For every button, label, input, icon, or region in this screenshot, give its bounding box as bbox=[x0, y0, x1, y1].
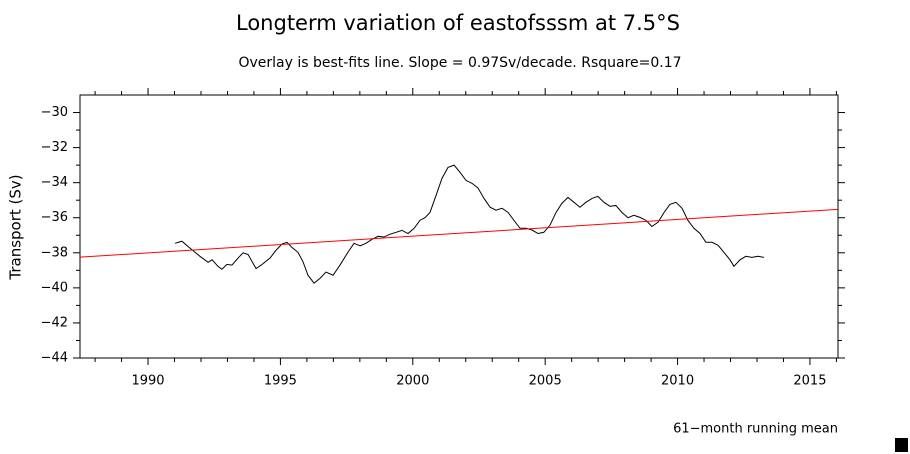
x-tick-label: 2005 bbox=[529, 374, 562, 389]
y-tick-label: −38 bbox=[41, 245, 68, 260]
x-tick-label: 2000 bbox=[396, 374, 429, 389]
y-tick-label: −44 bbox=[41, 351, 68, 366]
note: 61−month running mean bbox=[673, 422, 838, 437]
chart-title: Longterm variation of eastofsssm at 7.5°… bbox=[236, 11, 680, 35]
y-tick-label: −36 bbox=[41, 210, 68, 225]
corner-square bbox=[895, 438, 908, 452]
data-line bbox=[174, 164, 764, 284]
x-tick-label: 2010 bbox=[661, 374, 694, 389]
y-tick-label: −42 bbox=[41, 315, 68, 330]
y-tick-label: −40 bbox=[41, 280, 68, 295]
y-tick-label: −34 bbox=[41, 175, 68, 190]
x-tick-label: 1995 bbox=[264, 374, 297, 389]
y-tick-label: −30 bbox=[41, 105, 68, 120]
plot-frame bbox=[79, 94, 839, 359]
chart-subtitle: Overlay is best-fits line. Slope = 0.97S… bbox=[238, 55, 681, 71]
y-tick-label: −32 bbox=[41, 140, 68, 155]
trend-line bbox=[79, 208, 839, 258]
y-axis-label: Transport (Sv) bbox=[7, 174, 25, 280]
x-tick-label: 1990 bbox=[131, 374, 164, 389]
x-tick-label: 2015 bbox=[793, 374, 826, 389]
